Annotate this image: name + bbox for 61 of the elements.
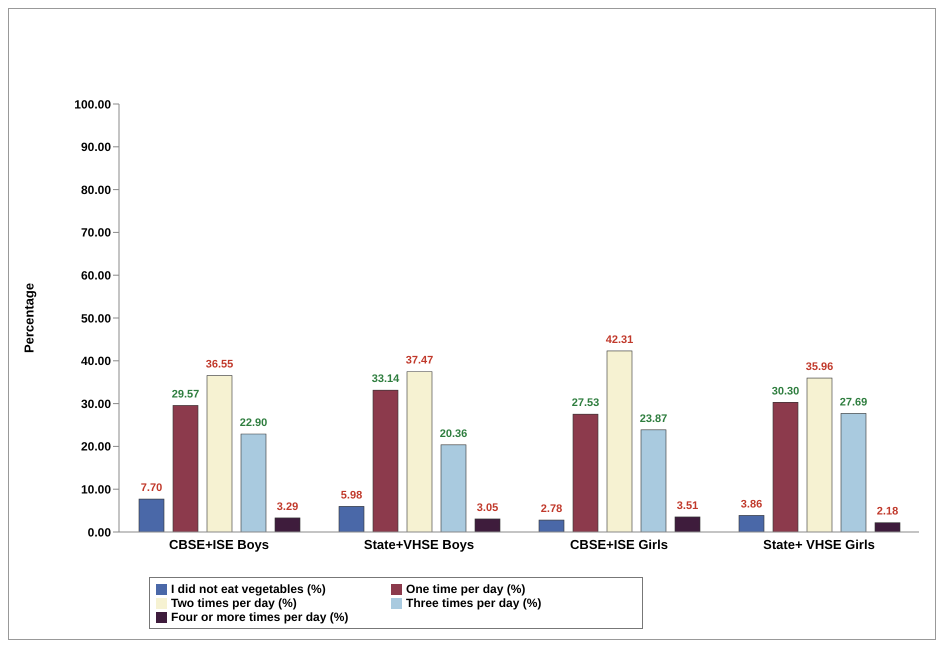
bar (138, 498, 164, 532)
legend-label: One time per day (%) (406, 582, 526, 596)
bar (606, 350, 632, 532)
bar (840, 413, 866, 532)
y-tick-label: 30.00 (80, 396, 112, 411)
y-tick-label: 0.00 (88, 525, 112, 540)
y-tick-label: 100.00 (74, 97, 112, 112)
bar (572, 414, 598, 532)
y-tick-label: 90.00 (80, 140, 112, 154)
y-tick-label: 70.00 (80, 226, 112, 240)
bar (440, 444, 466, 532)
data-label: 7.70 (140, 482, 162, 494)
y-axis-title: Percentage (22, 282, 37, 354)
data-label: 36.55 (206, 358, 234, 371)
data-label: 22.90 (240, 416, 268, 429)
data-label: 2.18 (876, 506, 898, 518)
data-label: 3.05 (476, 502, 498, 514)
bar (874, 522, 900, 532)
bar (406, 371, 432, 532)
data-label: 23.87 (640, 412, 668, 425)
y-tick-label: 50.00 (80, 311, 112, 326)
data-label: 2.78 (540, 503, 562, 516)
data-label: 33.14 (372, 373, 400, 386)
bar (372, 390, 398, 532)
data-label: 20.36 (440, 428, 468, 440)
data-label: 29.57 (172, 388, 200, 400)
data-label: 30.30 (772, 385, 800, 398)
bar (674, 516, 700, 532)
legend-label: Two times per day (%) (171, 596, 298, 610)
bar (240, 434, 266, 532)
bar (206, 375, 232, 532)
data-label: 42.31 (606, 334, 634, 346)
data-label: 5.98 (340, 489, 362, 502)
y-tick-label: 80.00 (80, 182, 112, 197)
bar (640, 430, 666, 532)
legend-label: Three times per day (%) (406, 596, 542, 610)
x-tick-label: State+VHSE Boys (364, 537, 474, 552)
bar (806, 378, 832, 532)
data-label: 3.29 (276, 500, 298, 513)
legend-label: Four or more times per day (%) (171, 610, 350, 624)
data-label: 3.51 (676, 500, 698, 512)
data-label: 3.86 (740, 498, 762, 510)
bar (274, 518, 300, 532)
y-tick-label: 10.00 (80, 482, 112, 496)
x-tick-label: State+ VHSE Girls (763, 537, 875, 552)
x-tick-label: CBSE+ISE Girls (570, 537, 668, 552)
bar (474, 518, 500, 532)
y-tick-label: 40.00 (80, 354, 112, 368)
bar (738, 515, 764, 532)
bar (338, 506, 364, 532)
bar (772, 402, 798, 532)
y-tick-label: 60.00 (80, 268, 112, 282)
data-label: 27.53 (572, 397, 600, 410)
bar (172, 405, 198, 532)
bar (538, 520, 564, 532)
data-label: 27.69 (840, 396, 868, 408)
x-tick-label: CBSE+ISE Boys (168, 537, 270, 552)
legend-label: I did not eat vegetables (%) (171, 582, 327, 596)
data-label: 35.96 (806, 361, 834, 374)
y-tick-label: 20.00 (80, 440, 112, 454)
data-label: 37.47 (406, 354, 434, 367)
